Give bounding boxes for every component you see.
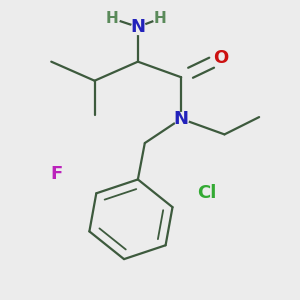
Text: H: H: [154, 11, 167, 26]
Text: Cl: Cl: [197, 184, 217, 202]
Text: F: F: [50, 165, 63, 183]
Text: H: H: [106, 11, 118, 26]
Text: N: N: [130, 18, 146, 36]
Text: O: O: [213, 49, 229, 67]
Text: N: N: [174, 110, 189, 128]
